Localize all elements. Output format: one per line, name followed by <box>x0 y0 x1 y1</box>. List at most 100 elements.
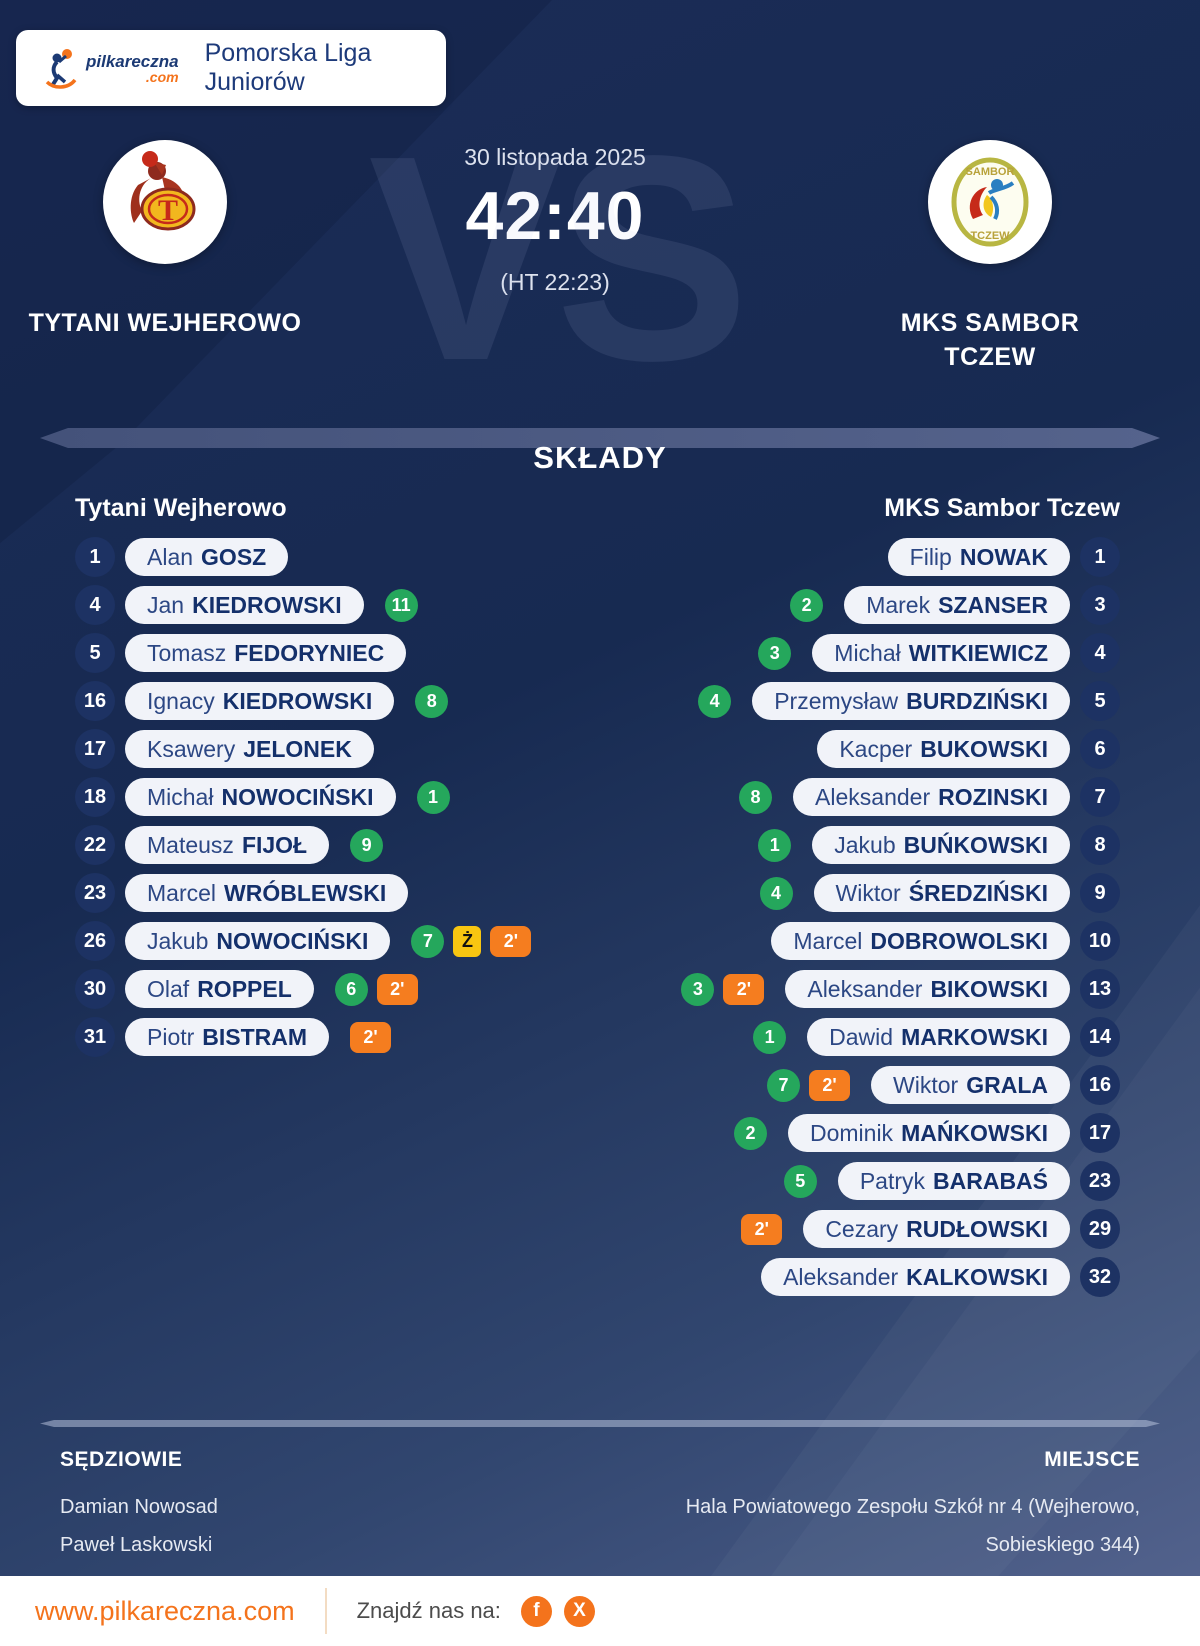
player-number: 16 <box>75 681 115 721</box>
player-number: 26 <box>75 921 115 961</box>
player-last-name: KALKOWSKI <box>906 1263 1048 1290</box>
player-number: 29 <box>1080 1209 1120 1249</box>
goals-badge: 2 <box>733 1116 767 1150</box>
player-row: Aleksander KALKOWSKI 32 <box>761 1257 1120 1297</box>
website-link[interactable]: www.pilkareczna.com <box>35 1595 295 1626</box>
player-number: 14 <box>1080 1017 1120 1057</box>
player-last-name: NOWOCIŃSKI <box>221 783 374 810</box>
player-number: 1 <box>75 537 115 577</box>
player-row: 4 Jan KIEDROWSKI 11 <box>75 585 418 625</box>
away-roster-header: MKS Sambor Tczew <box>884 494 1120 522</box>
player-number: 23 <box>75 873 115 913</box>
player-last-name: GRALA <box>966 1071 1048 1098</box>
player-last-name: BUŃKOWSKI <box>903 831 1048 858</box>
footer-divider <box>324 1588 327 1634</box>
player-row: 26 Jakub NOWOCIŃSKI 7 Ż 2' <box>75 921 532 961</box>
player-last-name: ROPPEL <box>197 975 292 1002</box>
player-row: 18 Michał NOWOCIŃSKI 1 <box>75 777 450 817</box>
player-last-name: ŚREDZIŃSKI <box>908 879 1048 906</box>
player-name-pill: Przemysław BURDZIŃSKI <box>752 682 1070 720</box>
player-first-name: Ksawery <box>147 735 236 762</box>
player-last-name: BURDZIŃSKI <box>906 687 1048 714</box>
player-last-name: NOWAK <box>959 543 1048 570</box>
player-last-name: ROZINSKI <box>938 783 1048 810</box>
player-number: 1 <box>1080 537 1120 577</box>
player-number: 32 <box>1080 1257 1120 1297</box>
player-name-pill: Alan GOSZ <box>125 538 289 576</box>
match-date: 30 listopada 2025 <box>464 144 646 170</box>
player-last-name: BIKOWSKI <box>930 975 1048 1002</box>
player-last-name: RUDŁOWSKI <box>906 1215 1048 1242</box>
suspension-badge: 2' <box>809 1069 851 1101</box>
player-last-name: FEDORYNIEC <box>234 639 385 666</box>
player-first-name: Tomasz <box>147 639 227 666</box>
home-roster: Tytani Wejherowo 1 Alan GOSZ 4 Jan KIEDROWSKI… <box>0 488 585 1297</box>
player-name-pill: Michał NOWOCIŃSKI <box>125 778 396 816</box>
player-first-name: Cezary <box>825 1215 899 1242</box>
player-last-name: MAŃKOWSKI <box>901 1119 1048 1146</box>
player-number: 3 <box>1080 585 1120 625</box>
player-name-pill: Tomasz FEDORYNIEC <box>125 634 407 672</box>
x-icon[interactable]: X <box>563 1595 595 1627</box>
player-number: 22 <box>75 825 115 865</box>
away-team-name: MKS SAMBOR TCZEW <box>901 306 1080 374</box>
player-name-pill: Wiktor GRALA <box>871 1066 1070 1104</box>
player-name-pill: Dominik MAŃKOWSKI <box>787 1114 1070 1152</box>
player-first-name: Aleksander <box>807 975 923 1002</box>
score-block: VS 30 listopada 2025 42:40 (HT 22:23) <box>330 112 780 404</box>
player-name-pill: Kacper BUKOWSKI <box>817 730 1070 768</box>
goals-badge: 1 <box>758 828 792 862</box>
player-number: 7 <box>1080 777 1120 817</box>
player-number: 31 <box>75 1017 115 1057</box>
player-first-name: Przemysław <box>774 687 899 714</box>
player-name-pill: Aleksander BIKOWSKI <box>785 970 1070 1008</box>
referee-name: Damian Nowosad <box>60 1496 218 1518</box>
player-first-name: Marek <box>866 591 931 618</box>
player-first-name: Jakub <box>147 927 209 954</box>
player-first-name: Jan <box>147 591 185 618</box>
tytani-crest-icon: T <box>130 151 196 231</box>
suspension-badge: 2' <box>490 925 532 957</box>
player-row: 4 Wiktor ŚREDZIŃSKI 9 <box>759 873 1120 913</box>
player-number: 13 <box>1080 969 1120 1009</box>
player-number: 4 <box>1080 633 1120 673</box>
player-number: 5 <box>1080 681 1120 721</box>
player-row: 23 Marcel WRÓBLEWSKI <box>75 873 409 913</box>
league-title: Pomorska Liga Juniorów <box>204 39 372 96</box>
player-row: 1 Alan GOSZ <box>75 537 289 577</box>
player-row: 3 Michał WITKIEWICZ 4 <box>758 633 1120 673</box>
player-number: 9 <box>1080 873 1120 913</box>
divider-band <box>40 428 1160 448</box>
player-first-name: Alan <box>147 543 194 570</box>
player-row: 5 Patryk BARABAŚ 23 <box>783 1161 1120 1201</box>
player-row: 4 Przemysław BURDZIŃSKI 5 <box>698 681 1120 721</box>
player-name-pill: Dawid MARKOWSKI <box>807 1018 1070 1056</box>
goals-badge: 8 <box>415 684 449 718</box>
facebook-icon[interactable]: f <box>520 1595 552 1627</box>
away-team-block: SAMBOR TCZEW MKS SAMBOR TCZEW <box>780 140 1200 374</box>
player-first-name: Wiktor <box>835 879 901 906</box>
referees-label: SĘDZIOWIE <box>60 1448 183 1471</box>
player-row: 2' Cezary RUDŁOWSKI 29 <box>741 1209 1120 1249</box>
goals-badge: 6 <box>334 972 368 1006</box>
home-team-block: T TYTANI WEJHEROWO <box>0 140 330 374</box>
player-name-pill: Aleksander ROZINSKI <box>793 778 1070 816</box>
player-name-pill: Ignacy KIEDROWSKI <box>125 682 395 720</box>
player-last-name: WRÓBLEWSKI <box>224 879 387 906</box>
match-score: 42:40 <box>465 178 645 254</box>
goals-badge: 4 <box>759 876 793 910</box>
goals-badge: 4 <box>698 684 732 718</box>
player-row: Filip NOWAK 1 <box>887 537 1120 577</box>
player-first-name: Ignacy <box>147 687 215 714</box>
player-last-name: BARABAŚ <box>933 1167 1048 1194</box>
player-name-pill: Mateusz FIJOŁ <box>125 826 330 864</box>
player-name-pill: Filip NOWAK <box>887 538 1070 576</box>
player-first-name: Michał <box>147 783 214 810</box>
player-last-name: KIEDROWSKI <box>192 591 342 618</box>
handball-player-icon <box>45 49 77 89</box>
player-first-name: Michał <box>834 639 901 666</box>
player-row: 2 Dominik MAŃKOWSKI 17 <box>733 1113 1120 1153</box>
away-team-name-line1: MKS SAMBOR <box>900 309 1080 337</box>
player-name-pill: Jakub NOWOCIŃSKI <box>125 922 391 960</box>
player-name-pill: Marcel DOBROWOLSKI <box>771 922 1070 960</box>
